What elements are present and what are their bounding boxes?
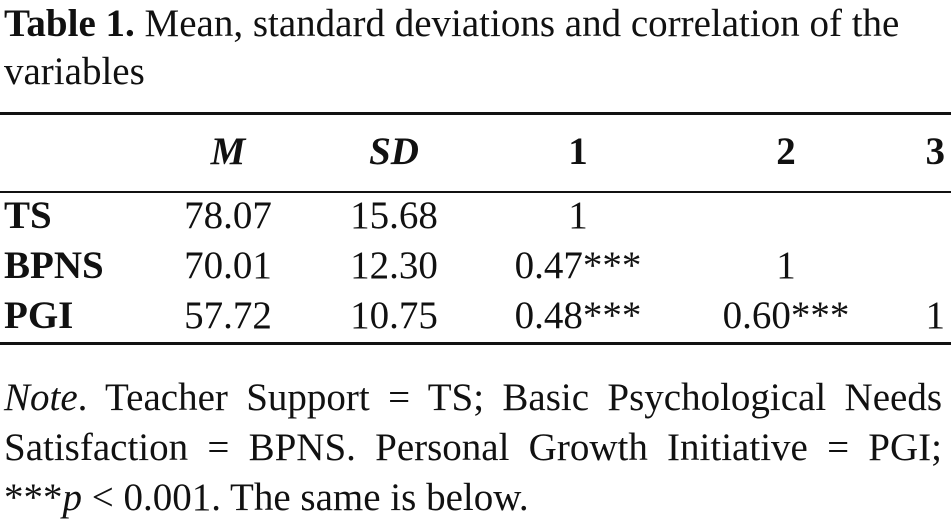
header-cell: 1 [568,130,588,173]
title-text: Mean, standard deviations and correlatio… [144,2,900,45]
row-label: BPNS [4,244,104,287]
note-text: Satisfaction = BPNS. Personal Growth Ini… [4,426,942,469]
note-text: p [62,476,83,519]
header-cell: 3 [925,130,946,173]
title-text: variables [4,50,145,93]
note-line: ***p < 0.001. The same is below. [4,478,942,517]
cell: 70.01 [184,244,272,287]
row-label: TS [4,194,52,237]
cell: 1 [568,194,588,237]
cell: 57.72 [184,294,272,337]
bottom-rule [0,342,951,345]
header-cell: M [210,130,246,173]
row-label: PGI [4,294,74,337]
title-line: Table 1. Mean, standard deviations and c… [4,4,899,43]
header-cell: 2 [776,130,796,173]
cell: 12.30 [350,244,438,287]
header-cell: SD [369,130,419,173]
cell: 78.07 [184,194,272,237]
cell: 0.47*** [514,244,642,287]
note-line: Satisfaction = BPNS. Personal Growth Ini… [4,428,942,467]
note-text: < 0.001. The same is below. [82,476,529,519]
cell: 15.68 [350,194,438,237]
note-line: Note. Teacher Support = TS; Basic Psycho… [4,378,942,417]
note-text: Note [4,376,78,419]
cell: 1 [776,244,796,287]
cell: 1 [925,294,946,337]
header-rule [0,191,951,193]
top-rule [0,112,951,115]
cell: 0.60*** [722,294,850,337]
cell: 10.75 [350,294,438,337]
table-label: Table 1. [4,2,135,45]
note-text: *** [4,476,63,519]
note-text: . Teacher Support = TS; Basic Psychologi… [77,376,942,419]
cell: 0.48*** [514,294,642,337]
